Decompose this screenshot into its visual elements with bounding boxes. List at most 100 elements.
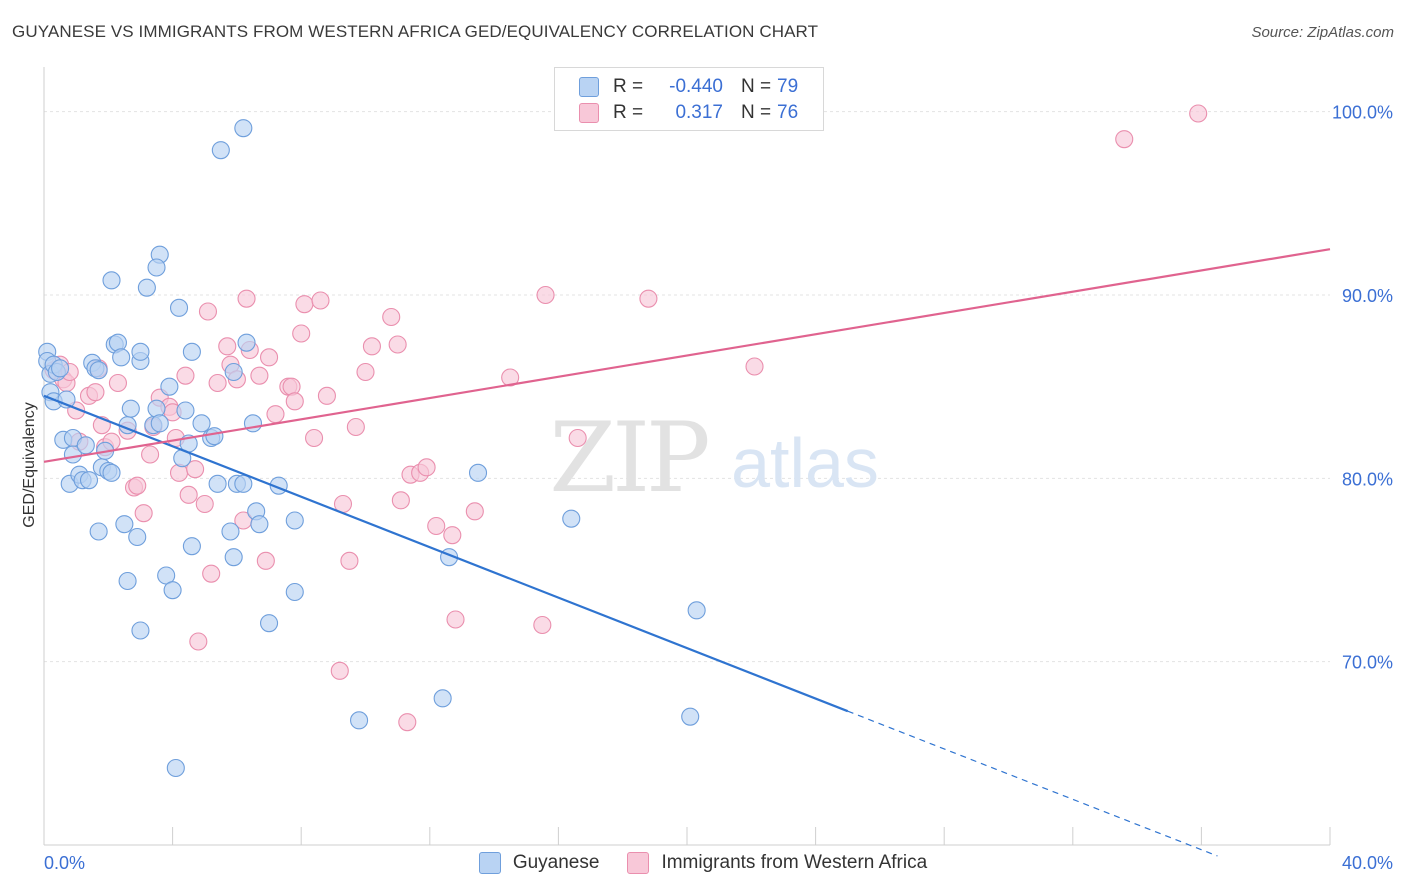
legend-n-value: 76 xyxy=(777,102,799,123)
guyanese-point xyxy=(234,119,253,138)
western-africa-point xyxy=(256,551,275,570)
western-africa-point xyxy=(568,428,587,448)
guyanese-point xyxy=(102,463,121,482)
legend-r-value: -0.440 xyxy=(669,76,723,97)
western-africa-point xyxy=(311,291,330,310)
guyanese-point xyxy=(147,399,166,418)
guyanese-point xyxy=(211,141,230,160)
guyanese-point xyxy=(205,427,224,446)
western-africa-point xyxy=(745,357,764,376)
guyanese-point xyxy=(118,571,137,591)
western-africa-point xyxy=(382,307,401,327)
y-axis-label: GED/Equivalency xyxy=(21,402,38,527)
legend-label-guyanese: Guyanese xyxy=(512,852,600,873)
legend-item-western-africa[interactable]: Immigrants from Western Africa xyxy=(627,852,927,874)
western-africa-point xyxy=(208,373,227,393)
legend-swatch-pink xyxy=(579,103,599,123)
western-africa-point xyxy=(536,285,555,305)
guyanese-point xyxy=(687,601,706,620)
western-africa-point xyxy=(250,366,269,385)
western-africa-point xyxy=(282,377,301,396)
western-africa-point xyxy=(285,392,304,411)
y-tick-label: 100.0% xyxy=(1332,103,1393,123)
legend-r-label: R = xyxy=(613,76,644,97)
series-legend: Guyanese Immigrants from Western Africa xyxy=(0,852,1406,874)
guyanese-point xyxy=(182,537,201,556)
western-africa-point xyxy=(259,348,279,367)
guyanese-point xyxy=(150,414,169,433)
guyanese-point xyxy=(192,414,211,433)
western-africa-point xyxy=(501,368,520,387)
guyanese-point xyxy=(285,582,304,602)
western-africa-point xyxy=(465,502,484,521)
tick-labels: 70.0% 80.0% 90.0% 100.0% 0.0% 40.0% xyxy=(44,103,1393,873)
guyanese-point xyxy=(224,548,243,567)
western-africa-point xyxy=(202,564,221,583)
y-tick-label: 90.0% xyxy=(1342,286,1393,306)
western-africa-point xyxy=(189,632,208,651)
legend-r-label: R = xyxy=(613,102,644,123)
western-africa-point xyxy=(446,610,465,629)
legend-r-value: 0.317 xyxy=(675,102,723,123)
guyanese-point xyxy=(208,474,227,493)
western-africa-point xyxy=(134,504,153,523)
legend-swatch-blue xyxy=(579,77,599,97)
western-africa-point xyxy=(86,383,105,402)
western-africa-point xyxy=(427,516,446,536)
guyanese-point xyxy=(160,377,179,396)
western-africa-point xyxy=(295,295,314,314)
legend-item-guyanese[interactable]: Guyanese xyxy=(478,852,600,874)
guyanese-trend-line xyxy=(43,394,849,713)
guyanese-point xyxy=(182,342,201,361)
legend-row-western-africa: R = 0.317 N = 76 xyxy=(579,101,798,125)
guyanese-point xyxy=(112,348,131,367)
western-africa-point xyxy=(141,445,160,464)
western-africa-point xyxy=(218,337,237,356)
western-africa-point xyxy=(305,428,324,448)
western-africa-point xyxy=(186,460,205,479)
guyanese-point xyxy=(147,258,166,277)
guyanese-point xyxy=(221,522,240,541)
western-africa-point xyxy=(1115,130,1134,149)
watermark: ZIP atlas xyxy=(549,402,879,514)
guyanese-point xyxy=(102,271,121,290)
western-africa-point xyxy=(340,551,359,570)
western-africa-point xyxy=(398,713,417,732)
guyanese-point xyxy=(285,511,304,530)
legend-n-value: 79 xyxy=(777,76,799,97)
western-africa-point xyxy=(266,405,285,424)
guyanese-point xyxy=(468,463,488,482)
western-africa-point xyxy=(108,373,127,393)
legend-n-label: N = xyxy=(741,76,772,97)
legend-n-label: N = xyxy=(741,102,772,123)
guyanese-point xyxy=(121,399,140,418)
y-tick-label: 80.0% xyxy=(1342,469,1393,489)
western-africa-point xyxy=(356,362,375,382)
watermark-zip: ZIP xyxy=(549,402,708,514)
guyanese-point xyxy=(681,707,700,726)
y-tick-label: 70.0% xyxy=(1342,653,1393,673)
legend-swatch-blue xyxy=(478,852,501,874)
western-africa-point xyxy=(195,494,214,514)
western-africa-point xyxy=(237,289,256,308)
stats-legend: R = -0.440 N = 79 R = 0.317 N = 76 xyxy=(554,67,824,131)
legend-label-western-africa: Immigrants from Western Africa xyxy=(661,852,928,873)
guyanese-point xyxy=(76,436,95,455)
trend-lines xyxy=(43,248,1331,857)
western-africa-point xyxy=(346,417,365,437)
western-africa-point xyxy=(639,289,658,308)
guyanese-point xyxy=(350,711,369,730)
guyanese-point xyxy=(89,361,108,380)
western-africa-trend-line xyxy=(43,248,1331,463)
guyanese-trend-extension xyxy=(847,710,1218,857)
legend-row-guyanese: R = -0.440 N = 79 xyxy=(579,75,798,99)
guyanese-point xyxy=(163,581,182,600)
western-africa-point xyxy=(417,458,436,477)
x-tick-label: 0.0% xyxy=(44,853,85,873)
western-africa-point xyxy=(317,386,336,405)
western-africa-point xyxy=(179,485,198,504)
western-africa-point xyxy=(362,337,381,356)
x-tick-label: 40.0% xyxy=(1342,853,1393,873)
western-africa-point xyxy=(292,324,311,343)
